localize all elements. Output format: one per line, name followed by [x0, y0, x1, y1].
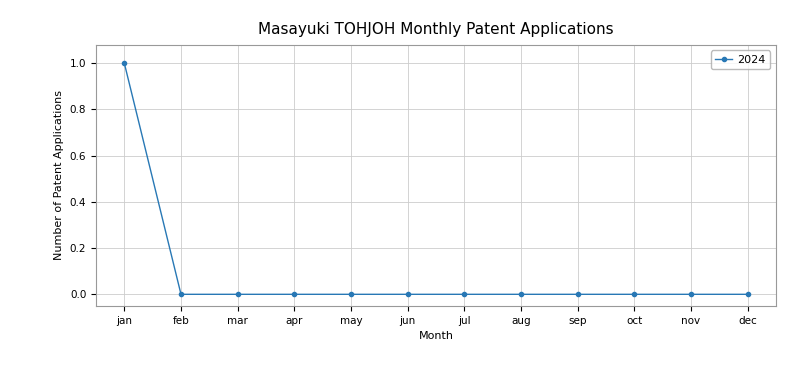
2024 [686, 292, 696, 297]
2024 [403, 292, 413, 297]
Y-axis label: Number of Patent Applications: Number of Patent Applications [54, 90, 64, 260]
2024 [573, 292, 582, 297]
Title: Masayuki TOHJOH Monthly Patent Applications: Masayuki TOHJOH Monthly Patent Applicati… [258, 22, 614, 37]
2024 [459, 292, 469, 297]
Line: 2024: 2024 [122, 61, 750, 297]
2024 [119, 61, 129, 66]
2024 [630, 292, 639, 297]
2024 [233, 292, 242, 297]
2024 [290, 292, 299, 297]
Legend: 2024: 2024 [711, 50, 770, 69]
2024 [176, 292, 186, 297]
2024 [346, 292, 356, 297]
2024 [516, 292, 526, 297]
X-axis label: Month: Month [418, 331, 454, 341]
2024 [743, 292, 753, 297]
